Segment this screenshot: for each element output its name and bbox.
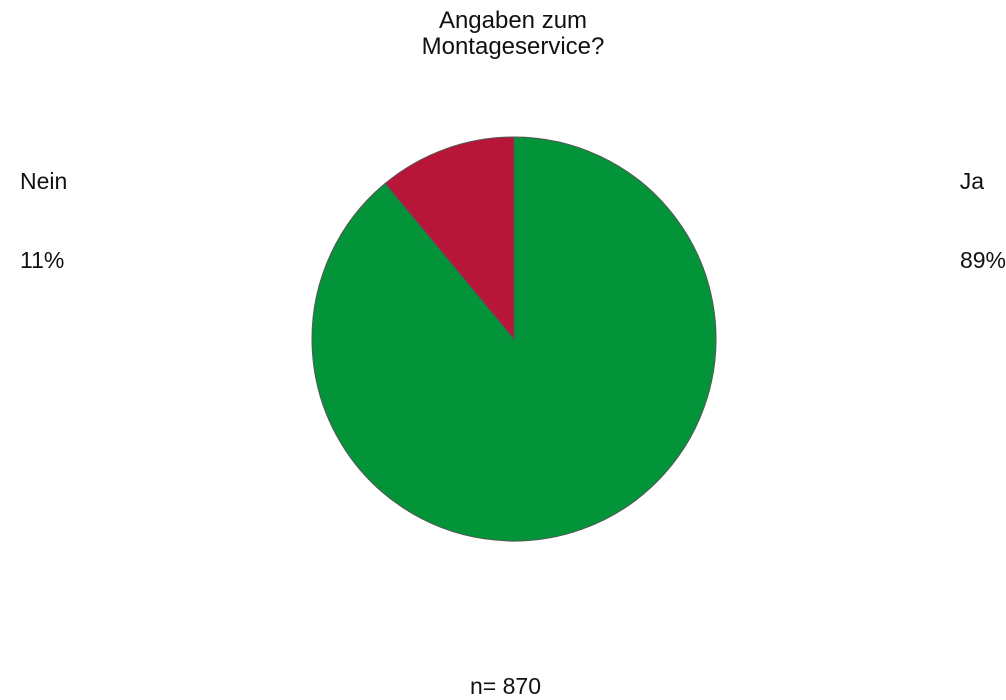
sample-size-note: n= 870	[470, 673, 541, 699]
chart-title-line-1: Angaben zum	[438, 7, 588, 34]
pie-slice-nein	[384, 136, 515, 341]
chart-title-line-2: Montageservice?	[421, 33, 605, 60]
chart-title: Angaben zum Montageservice?	[0, 8, 1006, 60]
slice-label-nein: Nein	[20, 168, 68, 194]
slice-percent-nein: 11%	[20, 247, 65, 273]
slice-label-ja: Ja	[959, 168, 984, 194]
slice-percent-ja: 89%	[959, 247, 1006, 273]
